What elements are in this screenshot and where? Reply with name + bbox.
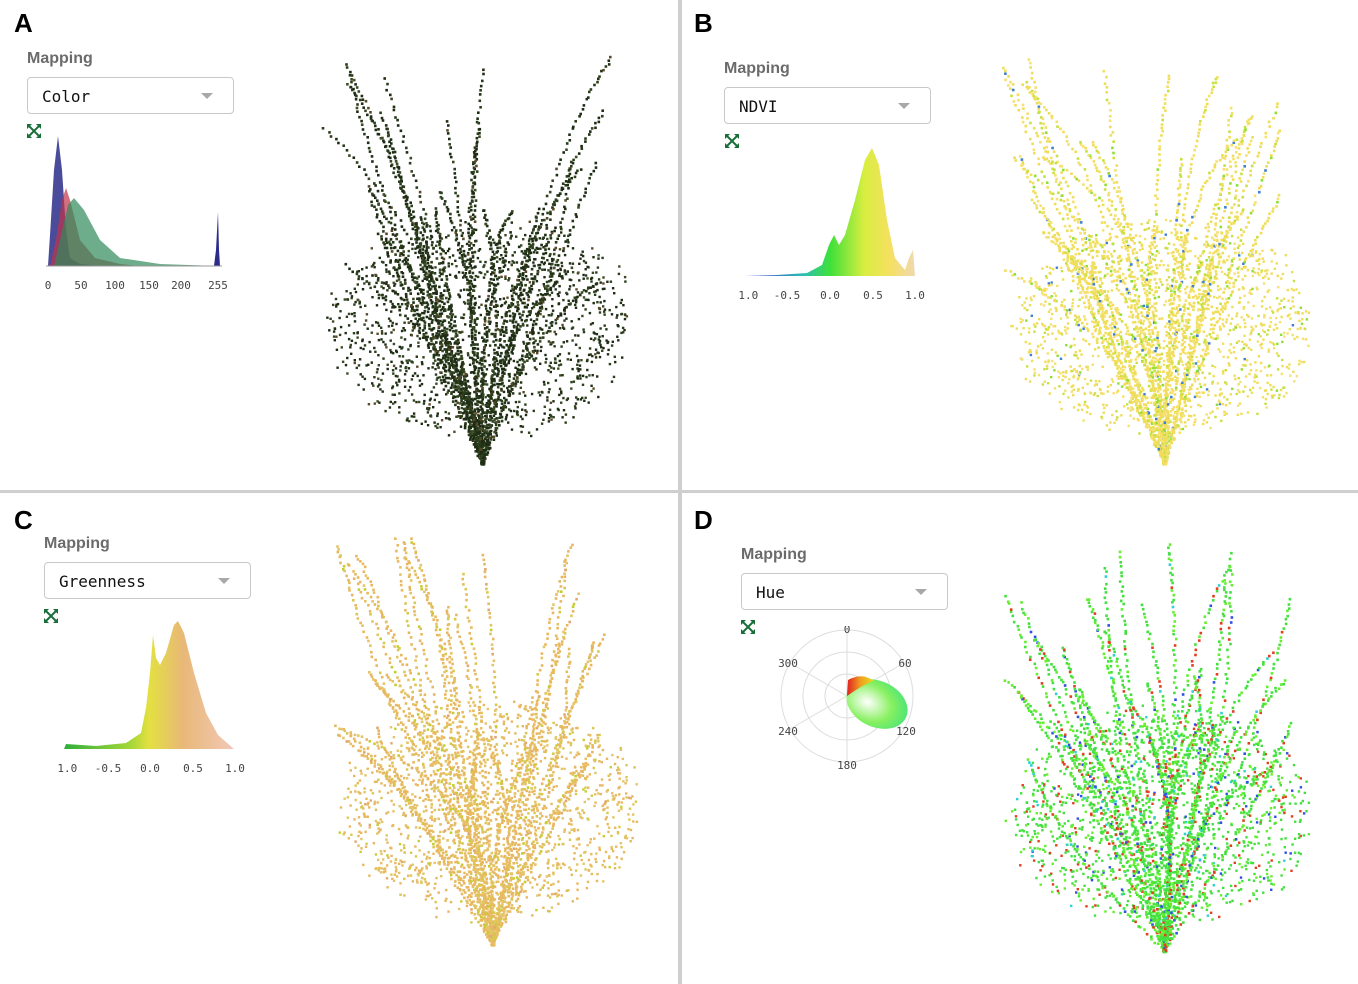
x-tick-label: 0.0 [140, 762, 160, 775]
ndvi-histogram: -1.0 -0.5 0.0 0.5 1.0 [737, 148, 925, 302]
hue-red-segment [847, 676, 874, 696]
green-channel-area [54, 198, 218, 266]
angle-label: 0 [844, 626, 851, 636]
angle-label: 120 [896, 725, 916, 738]
panel-a: A Mapping Color 0 50 100 150 200 255 [0, 0, 678, 490]
expand-icon[interactable] [740, 619, 756, 635]
x-tick-label: 1.0 [225, 762, 245, 775]
horizontal-divider [0, 490, 1358, 493]
angle-label: 60 [898, 657, 911, 670]
mapping-dropdown[interactable]: Greenness [44, 562, 251, 599]
mapping-dropdown-value: Greenness [59, 572, 146, 591]
mapping-dropdown[interactable]: Hue [741, 573, 948, 610]
mapping-dropdown[interactable]: Color [27, 77, 234, 114]
panel-letter: A [14, 8, 33, 38]
ndvi-distribution-area [745, 148, 915, 276]
chevron-down-icon[interactable] [201, 93, 213, 99]
greenness-distribution-area [64, 621, 234, 749]
x-tick-label: 50 [74, 279, 87, 292]
x-tick-label: 0.5 [863, 289, 883, 302]
panel-c: C Mapping Greenness -1.0 -0.5 0.0 0.5 1.… [0, 493, 678, 984]
panel-d: D Mapping Hue [682, 493, 1358, 984]
panel-letter: B [694, 8, 713, 38]
point-cloud-points [334, 537, 639, 947]
x-tick-label: 0 [45, 279, 52, 292]
mapping-label: Mapping [724, 60, 790, 77]
x-tick-label: -1.0 [737, 289, 758, 302]
x-tick-label: 200 [171, 279, 191, 292]
mapping-label: Mapping [44, 535, 110, 552]
point-cloud-view[interactable] [300, 50, 630, 470]
chevron-down-icon[interactable] [218, 578, 230, 584]
blue-channel-spike [214, 212, 220, 266]
chevron-down-icon[interactable] [915, 589, 927, 595]
mapping-label: Mapping [741, 546, 807, 563]
angle-label: 180 [837, 759, 857, 772]
x-tick-label: -1.0 [56, 762, 77, 775]
x-tick-label: 100 [105, 279, 125, 292]
expand-icon[interactable] [43, 608, 59, 624]
panel-b: B Mapping NDVI -1.0 -0.5 0.0 0.5 1.0 [682, 0, 1358, 490]
point-cloud-points [1003, 543, 1311, 954]
point-cloud-view[interactable] [982, 538, 1312, 958]
chevron-down-icon[interactable] [898, 103, 910, 109]
mapping-label: Mapping [27, 50, 93, 67]
x-tick-label: 1.0 [905, 289, 925, 302]
point-cloud-view[interactable] [310, 531, 640, 951]
greenness-histogram: -1.0 -0.5 0.0 0.5 1.0 [56, 621, 245, 775]
x-tick-label: 0.5 [183, 762, 203, 775]
point-cloud-points [321, 55, 629, 466]
mapping-dropdown-value: Color [42, 87, 91, 106]
x-tick-label: 0.0 [820, 289, 840, 302]
panel-letter: D [694, 505, 713, 535]
x-tick-label: 255 [208, 279, 228, 292]
hue-distribution-blob [846, 679, 908, 729]
point-cloud-view[interactable] [982, 50, 1312, 470]
point-cloud-points [1002, 58, 1311, 466]
panel-letter: C [14, 505, 33, 535]
x-tick-label: -0.5 [95, 762, 122, 775]
expand-icon[interactable] [724, 133, 740, 149]
mapping-dropdown-value: NDVI [739, 97, 778, 116]
color-histogram: 0 50 100 150 200 255 [45, 136, 228, 292]
expand-icon[interactable] [26, 123, 42, 139]
angle-label: 240 [778, 725, 798, 738]
x-tick-label: 150 [139, 279, 159, 292]
mapping-dropdown[interactable]: NDVI [724, 87, 931, 124]
mapping-dropdown-value: Hue [756, 583, 785, 602]
angle-label: 300 [778, 657, 798, 670]
x-tick-label: -0.5 [774, 289, 801, 302]
hue-polar-plot: 0 60 120 180 240 300 [778, 626, 916, 772]
